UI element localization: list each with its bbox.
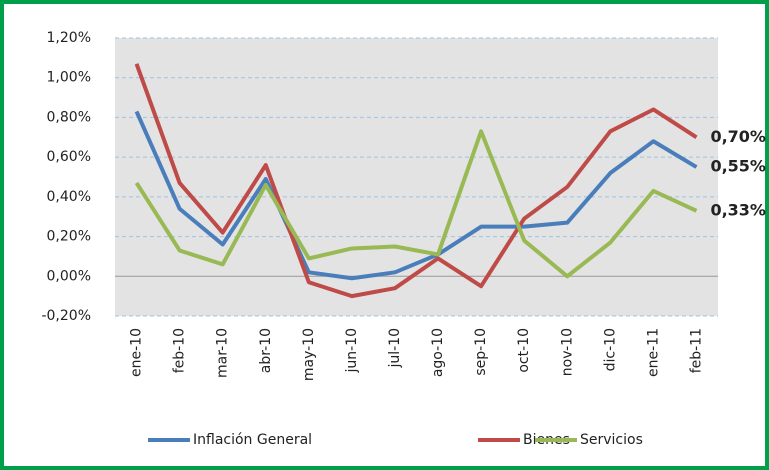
x-tick-label: ene-10: [129, 328, 145, 377]
legend-label: Inflación General: [193, 432, 312, 448]
y-tick-label: 1,00%: [47, 70, 91, 86]
x-tick-label: abr-10: [258, 328, 274, 373]
x-tick-label: dic-10: [602, 328, 618, 371]
x-tick-label: mar-10: [215, 328, 231, 378]
value-label: 0,33%: [710, 200, 766, 219]
x-tick-label: feb-10: [172, 328, 188, 373]
value-label: 0,55%: [710, 157, 766, 176]
y-tick-label: 1,20%: [47, 30, 91, 46]
y-tick-label: 0,80%: [47, 109, 91, 125]
y-tick-label: 0,20%: [47, 229, 91, 245]
series-line: [134, 110, 698, 281]
x-tick-label: nov-10: [559, 328, 575, 376]
series-line: [134, 129, 698, 279]
y-tick-label: 0,40%: [47, 189, 91, 205]
x-tick-label: may-10: [301, 328, 317, 381]
x-tick-label: ago-10: [430, 328, 446, 377]
y-tick-label: -0,20%: [41, 308, 91, 324]
x-tick-label: feb-11: [688, 328, 704, 373]
value-label: 0,70%: [710, 127, 766, 146]
y-tick-label: 0,60%: [47, 149, 91, 165]
legend-label: Servicios: [580, 432, 643, 448]
x-tick-label: oct-10: [516, 328, 532, 373]
plot-area: [115, 38, 718, 316]
x-tick-label: ene-11: [645, 328, 661, 377]
x-tick-label: jun-10: [344, 328, 360, 374]
x-tick-label: sep-10: [473, 328, 489, 376]
x-tick-label: jul-10: [387, 328, 403, 369]
series-line: [134, 63, 698, 299]
y-tick-label: 0,00%: [47, 268, 91, 284]
